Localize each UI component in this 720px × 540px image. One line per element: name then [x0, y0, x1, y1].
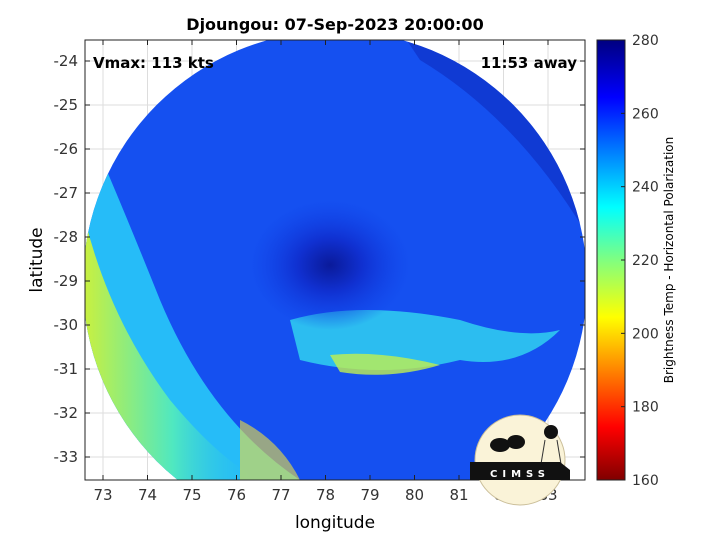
x-axis-label: longitude	[295, 513, 375, 533]
colorbar-ticks: 280 260 240 220 200 180 160	[621, 33, 659, 489]
axis-ticks: 7374757677787980818283-24-25-26-27-28-29…	[54, 40, 585, 504]
colorbar-tick-label: 260	[632, 106, 659, 122]
x-tick-label: 75	[182, 486, 201, 504]
x-tick-label: 77	[271, 486, 290, 504]
x-tick-label: 80	[405, 486, 424, 504]
y-tick-label: -25	[54, 96, 79, 114]
axes-box	[84, 39, 586, 481]
y-tick-label: -33	[54, 448, 79, 466]
y-tick-label: -27	[54, 184, 79, 202]
x-tick-label: 76	[227, 486, 246, 504]
y-tick-label: -29	[54, 272, 79, 290]
y-tick-label: -30	[54, 316, 79, 334]
y-tick-label: -26	[54, 140, 79, 158]
colorbar-tick-label: 240	[632, 180, 659, 196]
colorbar-tick-label: 280	[632, 33, 659, 49]
colorbar-tick-label: 160	[632, 473, 659, 489]
logo-text: CIMSS	[490, 469, 550, 480]
away-label: 11:53 away	[481, 54, 578, 72]
colorbar-tick-label: 200	[632, 326, 659, 342]
colorbar-tick-label: 220	[632, 253, 659, 269]
vmax-label: Vmax: 113 kts	[93, 54, 214, 72]
plot-title: Djoungou: 07-Sep-2023 20:00:00	[186, 15, 483, 34]
x-tick-label: 79	[360, 486, 379, 504]
x-tick-label: 78	[316, 486, 335, 504]
x-tick-label: 81	[449, 486, 468, 504]
colorbar	[596, 39, 626, 481]
y-axis-label: latitude	[27, 227, 47, 292]
y-tick-label: -32	[54, 404, 79, 422]
cimss-logo: CIMSS	[470, 414, 570, 506]
colorbar-label: Brightness Temp - Horizontal Polarizatio…	[662, 137, 676, 384]
y-tick-label: -24	[54, 52, 79, 70]
y-tick-label: -28	[54, 228, 79, 246]
y-tick-label: -31	[54, 360, 79, 378]
colorbar-tick-label: 180	[632, 400, 659, 416]
x-tick-label: 74	[138, 486, 157, 504]
x-tick-label: 73	[93, 486, 112, 504]
